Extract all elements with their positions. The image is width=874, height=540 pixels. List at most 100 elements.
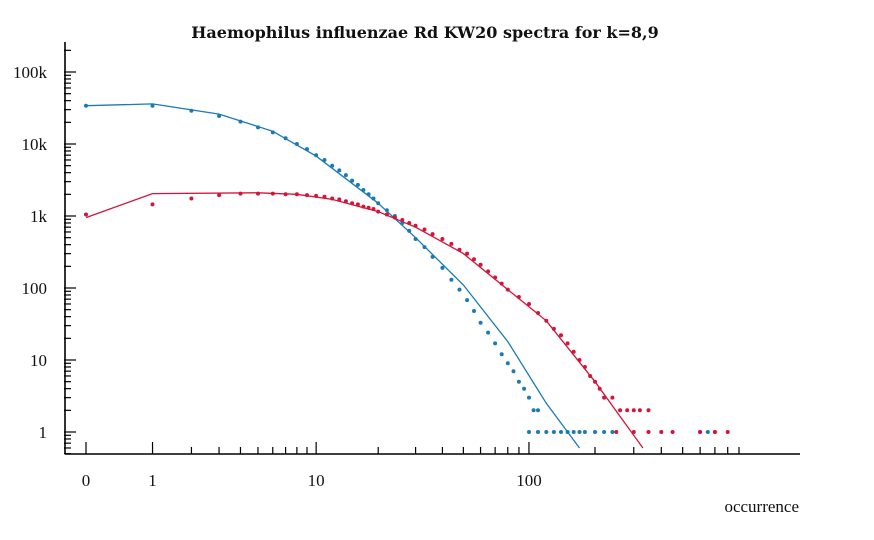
data-point-series-2 (551, 326, 556, 331)
data-point-series-2 (478, 262, 483, 267)
data-point-series-1 (150, 103, 155, 108)
data-point-series-2 (256, 191, 260, 196)
fit-line-series-1 (85, 103, 581, 449)
data-point-series-1 (565, 430, 570, 434)
data-point-series-1 (84, 103, 88, 108)
data-point-series-2 (610, 395, 615, 400)
data-point-series-2 (189, 196, 194, 201)
data-point-series-1 (305, 147, 309, 152)
data-points (84, 103, 730, 434)
data-point-series-2 (330, 196, 335, 201)
data-point-series-2 (646, 408, 651, 413)
x-tick-label: 10 (308, 471, 325, 490)
y-tick-label: 100 (22, 279, 48, 298)
data-point-series-2 (305, 193, 309, 198)
data-point-series-2 (430, 232, 435, 237)
data-point-series-2 (499, 281, 504, 286)
data-point-series-2 (361, 204, 366, 209)
data-point-series-2 (712, 430, 717, 434)
data-point-series-1 (610, 430, 615, 434)
data-point-series-1 (478, 320, 483, 325)
data-point-series-1 (705, 430, 710, 434)
data-point-series-1 (294, 142, 299, 146)
data-point-series-1 (238, 119, 243, 124)
data-point-series-2 (366, 205, 371, 210)
data-point-series-2 (355, 202, 360, 207)
data-point-series-2 (565, 341, 570, 346)
data-point-series-1 (536, 430, 540, 434)
data-point-series-1 (449, 277, 454, 282)
data-point-series-1 (551, 430, 556, 434)
data-point-series-1 (499, 352, 504, 357)
data-point-series-1 (582, 430, 587, 434)
data-point-series-1 (472, 309, 476, 313)
axes: 1 10 100 1k 10k 100k 0 1 10 100 (13, 42, 800, 490)
data-point-series-2 (670, 430, 675, 434)
data-point-series-1 (493, 341, 498, 346)
data-point-series-2 (238, 191, 243, 196)
data-point-series-2 (725, 430, 730, 434)
data-point-series-2 (270, 191, 275, 196)
y-tick-label: 1 (39, 423, 48, 442)
chart-title: Haemophilus influenzae Rd KW20 spectra f… (191, 23, 658, 42)
data-point-series-1 (602, 430, 607, 434)
data-point-series-2 (698, 430, 703, 434)
data-point-series-2 (588, 374, 593, 378)
data-point-series-2 (597, 386, 602, 391)
data-point-series-2 (392, 215, 397, 220)
data-point-series-2 (337, 197, 342, 202)
data-point-series-1 (422, 245, 427, 250)
data-point-series-2 (384, 212, 389, 217)
data-point-series-2 (631, 408, 636, 413)
data-point-series-1 (189, 108, 194, 113)
data-point-series-1 (322, 158, 327, 162)
data-point-series-1 (522, 386, 527, 391)
data-point-series-2 (571, 349, 576, 354)
data-point-series-2 (440, 237, 445, 241)
data-point-series-2 (283, 192, 288, 197)
data-point-series-1 (559, 430, 563, 434)
data-point-series-2 (618, 408, 623, 413)
data-point-series-1 (457, 287, 462, 292)
data-point-series-1 (283, 136, 288, 141)
y-tick-label: 100k (13, 63, 48, 82)
data-point-series-2 (322, 194, 327, 199)
data-point-series-2 (659, 430, 664, 434)
data-point-series-1 (371, 196, 376, 201)
data-point-series-2 (449, 241, 454, 246)
data-point-series-1 (536, 408, 540, 413)
data-point-series-2 (559, 333, 563, 338)
data-point-series-1 (593, 430, 597, 434)
data-point-series-2 (544, 318, 549, 323)
fit-lines (85, 103, 644, 449)
data-point-series-1 (400, 221, 405, 225)
x-axis-label: occurrence (724, 497, 799, 516)
data-point-series-1 (330, 163, 335, 168)
data-point-series-1 (527, 395, 531, 400)
data-point-series-1 (571, 430, 576, 434)
y-tick-label: 10 (30, 351, 47, 370)
data-point-series-1 (486, 330, 491, 335)
data-point-series-2 (465, 251, 470, 256)
fit-line-series-2 (85, 192, 644, 449)
data-point-series-1 (527, 430, 531, 434)
data-point-series-2 (371, 207, 376, 211)
data-point-series-1 (413, 237, 418, 241)
data-point-series-2 (217, 193, 222, 198)
data-point-series-2 (536, 311, 540, 315)
data-point-series-2 (527, 302, 531, 306)
data-point-series-1 (366, 192, 371, 197)
data-point-series-2 (413, 223, 418, 228)
data-point-series-1 (516, 379, 521, 384)
data-point-series-1 (361, 188, 366, 192)
data-point-series-1 (505, 361, 510, 366)
data-point-series-2 (631, 430, 636, 434)
x-tick-label: 100 (516, 471, 542, 490)
data-point-series-1 (511, 369, 516, 374)
data-point-series-1 (355, 182, 360, 187)
x-tick-label: 1 (148, 471, 157, 490)
data-point-series-1 (343, 173, 348, 178)
data-point-series-2 (84, 212, 88, 217)
data-point-series-2 (457, 247, 462, 252)
data-point-series-2 (505, 287, 510, 292)
